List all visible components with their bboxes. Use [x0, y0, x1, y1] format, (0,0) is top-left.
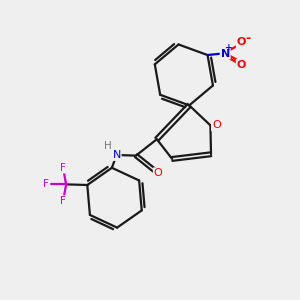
Text: F: F — [44, 179, 49, 189]
Text: +: + — [225, 43, 232, 52]
Text: F: F — [60, 163, 66, 172]
Text: N: N — [112, 150, 121, 160]
Text: O: O — [212, 120, 221, 130]
Text: O: O — [154, 168, 163, 178]
Text: N: N — [220, 49, 230, 58]
Text: -: - — [245, 32, 250, 45]
Text: O: O — [237, 38, 246, 47]
Text: F: F — [60, 196, 66, 206]
Text: H: H — [104, 141, 112, 151]
Text: O: O — [237, 60, 246, 70]
